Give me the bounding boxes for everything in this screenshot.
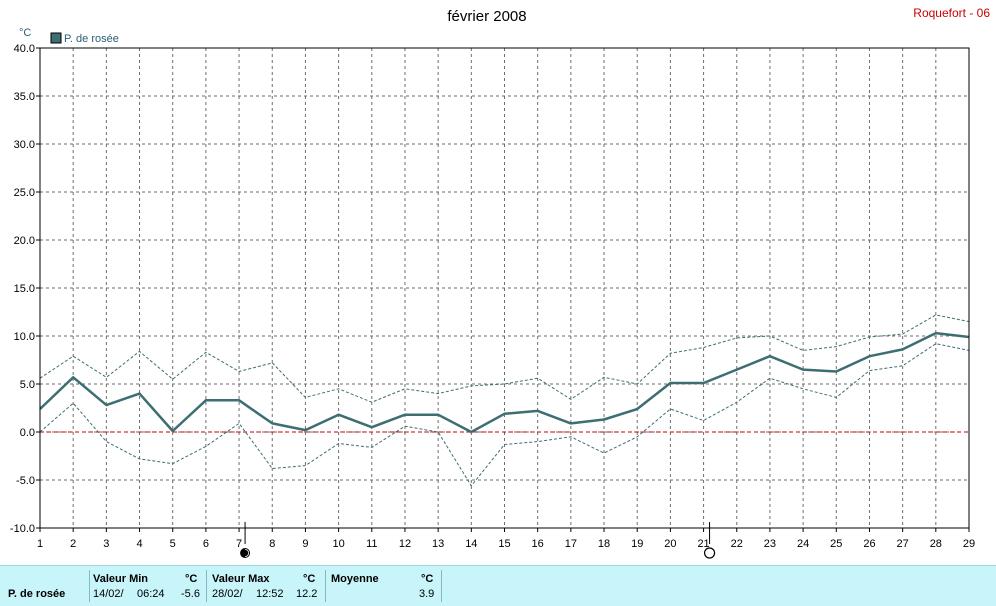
legend-swatch: [50, 32, 62, 44]
stats-max-unit: °C: [303, 573, 316, 585]
x-tick-label: 20: [664, 538, 676, 550]
x-tick-label: 4: [136, 538, 142, 550]
x-tick-label: 28: [930, 538, 942, 550]
y-axis-ticks: -10.0 -5.0 0.0 5.0 10.0 15.0 20.0 25.0 30.0 35.0 4…: [10, 43, 40, 535]
series-line-min-envelope: [39, 343, 970, 487]
x-tick-label: 2: [70, 538, 76, 550]
grid: [40, 48, 969, 528]
new-moon-icon-core: [241, 549, 249, 557]
series-line-dew-point: [39, 331, 970, 434]
x-tick-label: 27: [897, 538, 909, 550]
x-tick-label: 12: [399, 538, 411, 550]
series-group: [39, 314, 970, 487]
x-tick-label: 16: [532, 538, 544, 550]
stats-mean-unit: °C: [421, 573, 434, 585]
x-tick-label: 1: [37, 538, 43, 550]
stats-mean-label: Moyenne: [331, 573, 379, 585]
x-tick-label: 22: [731, 538, 743, 550]
y-tick-label: 25.0: [14, 187, 35, 199]
x-tick-label: 8: [269, 538, 275, 550]
stats-max-label: Valeur Max: [212, 573, 270, 585]
stats-separator: [89, 570, 90, 602]
stats-min-value: -5.6: [181, 588, 200, 600]
y-tick-label: 30.0: [14, 139, 35, 151]
stats-min-time: 06:24: [137, 588, 165, 600]
y-tick-label: 20.0: [14, 235, 35, 247]
x-tick-label: 26: [863, 538, 875, 550]
full-moon-icon: [703, 547, 716, 559]
y-tick-label: 15.0: [14, 283, 35, 295]
x-tick-label: 18: [598, 538, 610, 550]
y-tick-label: -10.0: [10, 523, 35, 535]
chart: février 2008 Roquefort - 06 °C P. de ros…: [10, 6, 990, 559]
x-tick-label: 7: [236, 538, 242, 550]
x-tick-label: 29: [963, 538, 975, 550]
x-tick-label: 13: [432, 538, 444, 550]
stats-min-label: Valeur Min: [93, 573, 149, 585]
x-tick-label: 19: [631, 538, 643, 550]
y-tick-label: 40.0: [14, 43, 35, 55]
y-tick-label: 10.0: [14, 331, 35, 343]
stats-row-label: P. de rosée: [8, 588, 66, 600]
x-tick-label: 6: [203, 538, 209, 550]
legend-label: P. de rosée: [64, 33, 119, 45]
stats-mean-cell: Moyenne °C 3.9: [326, 566, 441, 606]
y-tick-label: 35.0: [14, 91, 35, 103]
stats-row-label-cell: P. de rosée: [0, 566, 90, 606]
x-tick-label: 25: [830, 538, 842, 550]
stats-panel: P. de rosée Valeur Min °C 14/02/ 06:24 -…: [0, 565, 996, 606]
y-axis-unit: °C: [19, 27, 31, 39]
stats-max-value: 12.2: [296, 588, 318, 600]
moon-phases: [240, 522, 716, 559]
x-tick-label: 17: [565, 538, 577, 550]
stats-separator: [206, 570, 207, 602]
x-tick-label: 24: [797, 538, 809, 550]
stats-min-date: 14/02/: [93, 588, 124, 600]
x-tick-label: 5: [170, 538, 176, 550]
x-tick-label: 11: [366, 538, 377, 550]
chart-title: février 2008: [447, 8, 526, 25]
y-tick-label: 0.0: [20, 427, 35, 439]
y-tick-label: 5.0: [20, 379, 35, 391]
x-tick-label: 10: [332, 538, 344, 550]
stats-separator: [325, 570, 326, 602]
stats-max-time: 12:52: [256, 588, 284, 600]
stats-separator: [441, 570, 442, 602]
plot-frame: [39, 47, 970, 529]
y-tick-label: -5.0: [16, 475, 35, 487]
stats-mean-value: 3.9: [419, 588, 435, 600]
x-tick-label: 23: [764, 538, 776, 550]
x-tick-label: 21: [697, 538, 709, 550]
x-tick-label: 14: [465, 538, 477, 550]
stats-max-date: 28/02/: [212, 588, 243, 600]
station-name: Roquefort - 06: [913, 6, 990, 20]
stats-max-cell: Valeur Max °C 28/02/ 12:52 12.2: [207, 566, 325, 606]
x-tick-label: 9: [302, 538, 308, 550]
series-line-max-envelope: [39, 314, 970, 403]
x-axis-ticks: 1 2 3 4 5 6 7 8 9 10 11 12 13 14 15 16 17 18 19 20 21 22 23 24 2…: [37, 528, 975, 550]
x-tick-label: 3: [103, 538, 109, 550]
stats-min-unit: °C: [185, 573, 198, 585]
x-tick-label: 15: [498, 538, 510, 550]
stats-min-cell: Valeur Min °C 14/02/ 06:24 -5.6: [90, 566, 205, 606]
